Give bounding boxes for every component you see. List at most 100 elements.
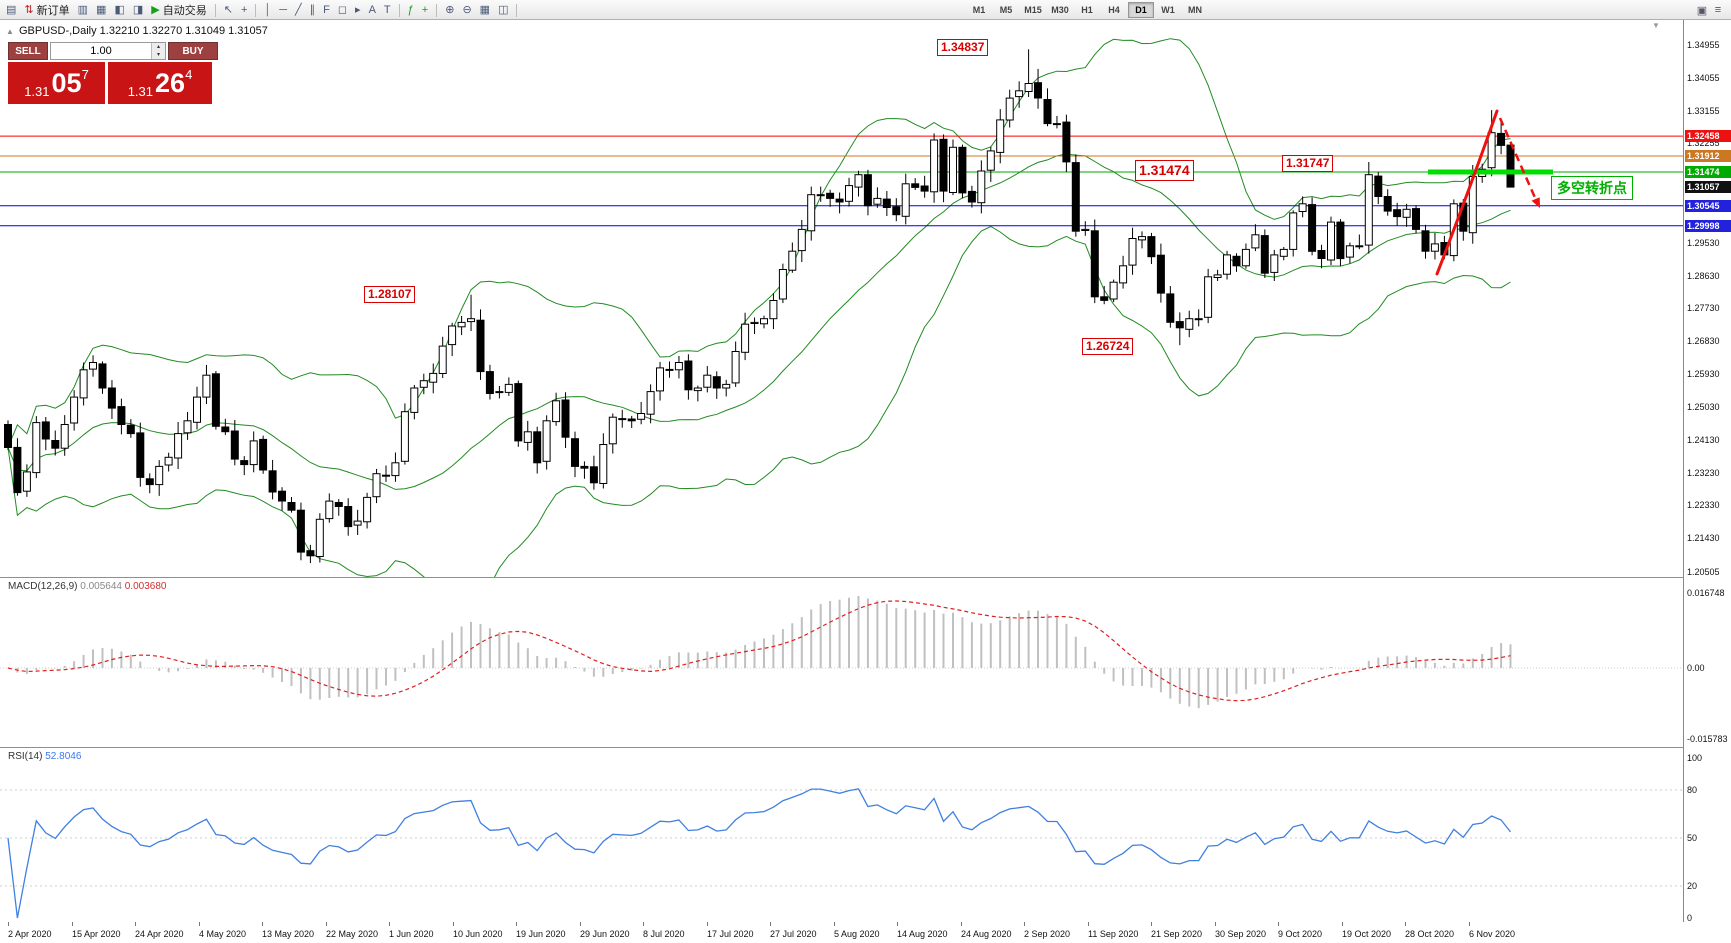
sell-button[interactable]: SELL bbox=[8, 42, 48, 60]
horizontal-line-button[interactable]: ─ bbox=[276, 2, 290, 18]
price-label-1.28107[interactable]: 1.28107 bbox=[364, 286, 416, 303]
candle bbox=[1232, 253, 1241, 272]
price-axis-badge: 1.32458 bbox=[1685, 130, 1731, 142]
add-indicator-button[interactable]: + bbox=[419, 2, 431, 18]
candle bbox=[892, 198, 901, 222]
rsi-panel-separator[interactable] bbox=[0, 747, 1731, 748]
toolbar-separator bbox=[214, 3, 216, 17]
timeframe-M15-button[interactable]: M15 bbox=[1024, 5, 1042, 15]
chart-shift-marker[interactable]: ▼ bbox=[1652, 21, 1660, 30]
toolbar-right-icons: ▣ ≡ bbox=[1694, 2, 1726, 18]
candle-body bbox=[882, 198, 891, 209]
more-button[interactable]: ≡ bbox=[1714, 4, 1722, 16]
zoom-out-button[interactable]: ⊖ bbox=[459, 2, 474, 18]
data-window-button[interactable]: ◨ bbox=[130, 2, 146, 18]
autotrading-button[interactable]: ▶ 自动交易 bbox=[148, 2, 209, 18]
date-tick bbox=[580, 922, 581, 926]
text-label-button[interactable]: T bbox=[381, 2, 394, 18]
trendline-button[interactable]: ╱ bbox=[292, 2, 305, 18]
timeframe-W1-button[interactable]: W1 bbox=[1161, 5, 1175, 15]
candle bbox=[391, 452, 400, 482]
grid-button[interactable]: ▦ bbox=[477, 2, 493, 18]
profiles-button[interactable]: ▦ bbox=[93, 2, 109, 18]
candle bbox=[788, 242, 797, 273]
candle bbox=[202, 364, 211, 405]
timeframe-MN-button[interactable]: MN bbox=[1188, 5, 1202, 15]
volume-down-button[interactable]: ▾ bbox=[156, 52, 160, 58]
timeframe-H1-button[interactable]: H1 bbox=[1081, 5, 1093, 15]
price-label-1.31474[interactable]: 1.31474 bbox=[1135, 160, 1194, 181]
timeframe-H4-button[interactable]: H4 bbox=[1108, 5, 1120, 15]
charts-menu-button[interactable]: ▥ bbox=[75, 2, 91, 18]
candle-body bbox=[608, 416, 617, 445]
candle bbox=[665, 361, 674, 378]
candle bbox=[13, 438, 22, 496]
candle bbox=[230, 420, 239, 466]
equidistant-channel-button[interactable]: ∥ bbox=[307, 2, 319, 18]
candle bbox=[1298, 196, 1307, 218]
new-order-button[interactable]: ⇅ 新订单 bbox=[21, 2, 72, 18]
candle-body bbox=[656, 367, 664, 392]
candle bbox=[1166, 286, 1175, 328]
candle-body bbox=[306, 550, 315, 557]
candle bbox=[126, 419, 135, 438]
candle bbox=[400, 403, 409, 465]
candle-body bbox=[268, 470, 277, 493]
navigator-button[interactable]: ◧ bbox=[111, 2, 127, 18]
candle-body bbox=[193, 396, 201, 423]
volume-input[interactable] bbox=[51, 43, 151, 59]
buy-price-display[interactable]: 1.31 26 4 bbox=[108, 62, 212, 104]
navigator-icon: ◧ bbox=[114, 4, 125, 16]
tile-windows-button[interactable]: ◫ bbox=[495, 2, 511, 18]
toolbar-separator bbox=[398, 3, 400, 17]
price-label-1.31747[interactable]: 1.31747 bbox=[1282, 155, 1334, 172]
candle-body bbox=[646, 391, 655, 415]
text-button[interactable]: A bbox=[366, 2, 379, 18]
reversal-down-arrow[interactable] bbox=[1498, 117, 1538, 201]
timeframe-M30-button[interactable]: M30 bbox=[1051, 5, 1069, 15]
candle bbox=[174, 422, 183, 469]
fibonacci-button[interactable]: F bbox=[320, 2, 333, 18]
candle-body bbox=[504, 383, 513, 393]
zoom-in-button[interactable]: ⊕ bbox=[442, 2, 457, 18]
windows-button[interactable]: ▣ bbox=[1696, 4, 1708, 17]
cursor-button[interactable]: ↖ bbox=[221, 2, 236, 18]
indicators-button[interactable]: ƒ bbox=[405, 2, 417, 18]
ohlc-values: 1.32210 1.32270 1.31049 1.31057 bbox=[99, 25, 268, 37]
candle bbox=[996, 109, 1005, 164]
grid-icon: ▦ bbox=[479, 4, 491, 16]
crosshair-button[interactable]: + bbox=[238, 2, 250, 18]
candle-body bbox=[1317, 250, 1326, 259]
timeframe-M5-button[interactable]: M5 bbox=[999, 5, 1013, 15]
candle-body bbox=[259, 438, 268, 471]
candle bbox=[656, 361, 664, 401]
buy-price-main: 26 bbox=[155, 67, 186, 98]
candle bbox=[467, 294, 475, 331]
candle-body bbox=[901, 183, 910, 217]
candle bbox=[221, 418, 230, 435]
volume-up-button[interactable]: ▴ bbox=[156, 44, 160, 50]
date-tick bbox=[453, 922, 454, 926]
date-tick bbox=[643, 922, 644, 926]
candle-body bbox=[750, 321, 759, 324]
candle-body bbox=[1100, 296, 1109, 301]
macd-panel-separator[interactable] bbox=[0, 577, 1731, 578]
vertical-line-button[interactable]: │ bbox=[261, 2, 274, 18]
candle bbox=[1052, 115, 1061, 129]
price-label-1.34837[interactable]: 1.34837 bbox=[937, 39, 989, 56]
candle-body bbox=[618, 418, 627, 421]
arrows-button[interactable]: ▸ bbox=[352, 2, 364, 18]
candle bbox=[259, 435, 268, 474]
candle-body bbox=[1336, 221, 1345, 260]
sell-price-display[interactable]: 1.31 05 7 bbox=[8, 62, 105, 104]
timeframe-D1-button[interactable]: D1 bbox=[1128, 2, 1154, 18]
rally-up-arrow[interactable] bbox=[1435, 109, 1499, 276]
candle-body bbox=[760, 318, 768, 325]
timeframe-M1-button[interactable]: M1 bbox=[972, 5, 986, 15]
shapes-button[interactable]: ◻ bbox=[335, 2, 350, 18]
new-chart-button[interactable]: ▤ bbox=[3, 2, 19, 18]
price-label-1.26724[interactable]: 1.26724 bbox=[1082, 338, 1134, 355]
turning-point-label[interactable]: 多空转折点 bbox=[1551, 176, 1633, 200]
candle bbox=[1156, 243, 1165, 303]
buy-button[interactable]: BUY bbox=[168, 42, 218, 60]
